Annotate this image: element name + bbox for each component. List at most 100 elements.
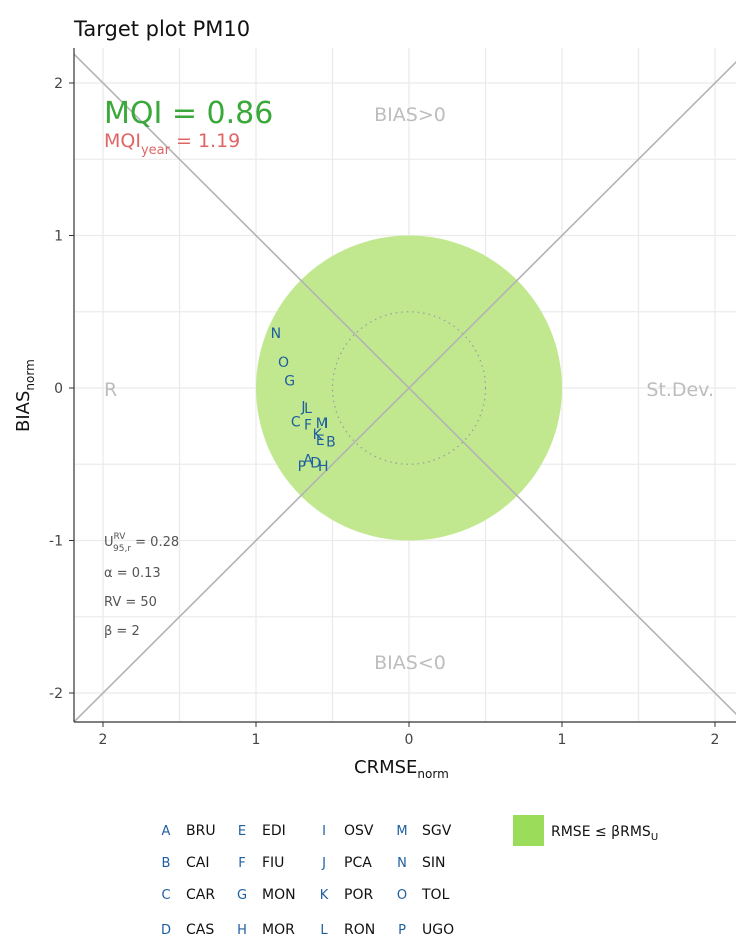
y-tick-label: 0 bbox=[54, 381, 63, 397]
legend-name: SGV bbox=[422, 823, 452, 839]
y-tick-label: 1 bbox=[54, 229, 63, 245]
legend-name: UGO bbox=[422, 922, 454, 938]
station-point-l: L bbox=[304, 401, 312, 417]
mqi-year-sub: year bbox=[141, 143, 171, 158]
alpha-param: α = 0.13 bbox=[104, 566, 161, 581]
x-axis-title-sub: norm bbox=[417, 767, 448, 781]
station-point-f: F bbox=[304, 418, 312, 434]
legend-code: M bbox=[396, 824, 407, 839]
fill-legend-label-sub: U bbox=[651, 832, 658, 843]
legend-entry-a: A BRU bbox=[162, 823, 216, 839]
station-point-k: K bbox=[313, 427, 323, 443]
legend-name: FIU bbox=[262, 855, 284, 871]
x-tick-label: 2 bbox=[711, 732, 720, 748]
inner-dotted-circle bbox=[331, 311, 487, 465]
station-point-a: A bbox=[303, 453, 313, 469]
y-tick-label: -2 bbox=[49, 686, 63, 702]
chart-title: Target plot PM10 bbox=[73, 17, 250, 41]
station-point-e: E bbox=[316, 433, 325, 449]
legend-entry-e: E EDI bbox=[238, 823, 286, 839]
station-point-n: N bbox=[271, 326, 281, 342]
bias-negative-label: BIAS<0 bbox=[374, 652, 446, 674]
legend-name: PCA bbox=[344, 855, 372, 871]
station-point-m: M bbox=[316, 416, 328, 432]
u-param-main: U bbox=[104, 535, 114, 550]
u-param-sub: 95,r bbox=[113, 544, 131, 554]
u-param-sup: RV bbox=[114, 532, 127, 542]
legend-entry-j: J PCA bbox=[321, 855, 372, 871]
fill-legend-swatch bbox=[513, 815, 544, 846]
legend-name: MON bbox=[262, 887, 296, 903]
legend-name: OSV bbox=[344, 823, 374, 839]
legend-name: POR bbox=[344, 887, 373, 903]
station-point-g: G bbox=[284, 373, 295, 389]
legend-name: MOR bbox=[262, 922, 295, 938]
legend-entry-k: K POR bbox=[320, 887, 374, 903]
legend-entry-g: G MON bbox=[237, 887, 296, 903]
diagonal-line-ascending bbox=[74, 60, 736, 722]
legend-code: H bbox=[237, 923, 247, 938]
station-legend: A BRU B CAI C CAR D CAS E EDI F FIU G MON H MOR I OSV J PCA… bbox=[161, 823, 454, 938]
x-tick-label: 2 bbox=[99, 732, 108, 748]
y-axis-title-sub: norm bbox=[23, 359, 37, 390]
beta-param: β = 2 bbox=[104, 624, 140, 639]
x-tick-label: 1 bbox=[252, 732, 261, 748]
y-tick-label: 2 bbox=[54, 76, 63, 92]
station-point-p: P bbox=[298, 459, 306, 475]
legend-code: A bbox=[162, 824, 171, 839]
station-point-c: C bbox=[291, 415, 301, 431]
legend-code: G bbox=[237, 888, 247, 903]
legend-entry-c: C CAR bbox=[161, 887, 215, 903]
stdev-label: St.Dev. bbox=[646, 379, 714, 401]
u-param-value: = 0.28 bbox=[131, 535, 179, 550]
fill-legend-label-main: RMSE ≤ βRMS bbox=[551, 824, 651, 840]
legend-code: I bbox=[322, 824, 326, 839]
legend-entry-m: M SGV bbox=[396, 823, 451, 839]
legend-entry-b: B CAI bbox=[162, 855, 210, 871]
legend-entry-i: I OSV bbox=[322, 823, 374, 839]
mqi-value: MQI = 0.86 bbox=[104, 96, 273, 131]
mqi-year-value: MQIyear = 1.19 bbox=[104, 130, 240, 158]
fill-legend: RMSE ≤ βRMSU bbox=[513, 815, 658, 846]
station-point-b: B bbox=[326, 434, 336, 450]
station-point-o: O bbox=[278, 355, 289, 371]
legend-code: E bbox=[238, 824, 246, 839]
station-point-h: H bbox=[318, 459, 329, 475]
legend-name: CAS bbox=[186, 922, 214, 938]
legend-entry-d: D CAS bbox=[161, 922, 214, 938]
mqi-year-main: MQI bbox=[104, 130, 141, 152]
legend-code: B bbox=[162, 856, 171, 871]
legend-code: K bbox=[320, 888, 329, 903]
legend-entry-o: O TOL bbox=[397, 887, 450, 903]
legend-code: O bbox=[397, 888, 407, 903]
legend-name: CAI bbox=[186, 855, 209, 871]
legend-name: SIN bbox=[422, 855, 446, 871]
y-axis-title: BIASnorm bbox=[13, 359, 37, 432]
y-axis-title-main: BIAS bbox=[13, 391, 34, 432]
legend-code: J bbox=[321, 856, 326, 871]
fill-legend-label: RMSE ≤ βRMSU bbox=[551, 824, 658, 843]
legend-code: C bbox=[161, 888, 170, 903]
legend-entry-n: N SIN bbox=[397, 855, 445, 871]
x-axis-title: CRMSEnorm bbox=[354, 757, 449, 781]
r-label: R bbox=[104, 379, 117, 401]
legend-entry-h: H MOR bbox=[237, 922, 295, 938]
x-tick-label: 1 bbox=[558, 732, 567, 748]
legend-name: RON bbox=[344, 922, 375, 938]
x-tick-label: 0 bbox=[405, 732, 414, 748]
bias-positive-label: BIAS>0 bbox=[374, 104, 446, 126]
station-point-j: J bbox=[300, 399, 305, 415]
legend-name: CAR bbox=[186, 887, 215, 903]
diagonal-lines bbox=[74, 52, 736, 722]
legend-name: EDI bbox=[262, 823, 286, 839]
legend-entry-f: F FIU bbox=[238, 855, 284, 871]
u-param: URV 95,r = 0.28 bbox=[104, 532, 179, 554]
tick-labels: 2 1 0 1 2 -2 -1 0 1 2 bbox=[49, 76, 719, 748]
x-axis-title-main: CRMSE bbox=[354, 757, 417, 778]
rv-param: RV = 50 bbox=[104, 595, 157, 610]
station-point-d: D bbox=[310, 456, 321, 472]
y-tick-label: -1 bbox=[49, 534, 63, 550]
legend-name: TOL bbox=[421, 887, 450, 903]
